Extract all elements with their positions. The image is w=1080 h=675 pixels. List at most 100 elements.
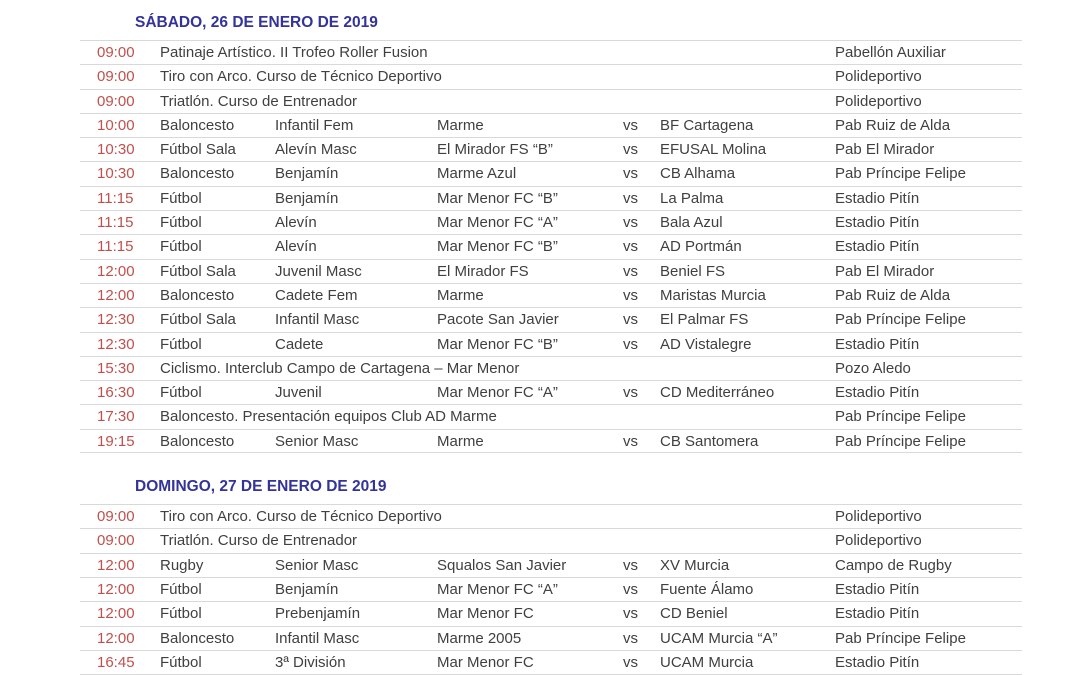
- event-time: 09:00: [97, 92, 135, 110]
- match-sport: Fútbol: [160, 189, 202, 207]
- match-away-team: CB Alhama: [660, 165, 736, 183]
- event-description: Triatlón. Curso de Entrenador: [160, 532, 358, 550]
- match-sport: Baloncesto: [160, 432, 235, 450]
- match-away-team: El Palmar FS: [660, 311, 749, 329]
- match-time: 11:15: [97, 189, 134, 207]
- match-row: 11:15 Fútbol Benjamín Mar Menor FC “B” v…: [80, 185, 1022, 210]
- match-time: 12:00: [97, 629, 135, 647]
- event-time: 15:30: [97, 359, 135, 377]
- event-row: 09:00 Patinaje Artístico. II Trofeo Roll…: [80, 40, 1022, 64]
- match-away-team: Beniel FS: [660, 262, 726, 280]
- match-sport: Fútbol: [160, 238, 202, 256]
- match-category: Alevín Masc: [275, 141, 357, 159]
- match-row: 11:15 Fútbol Alevín Mar Menor FC “B” vs …: [80, 234, 1022, 258]
- match-row: 16:30 Fútbol Juvenil Mar Menor FC “A” vs…: [80, 380, 1022, 404]
- match-away-team: CD Mediterráneo: [660, 384, 775, 402]
- match-vs-label: vs: [623, 432, 638, 450]
- match-vs-label: vs: [623, 384, 638, 402]
- match-away-team: EFUSAL Molina: [660, 141, 767, 159]
- match-home-team: El Mirador FS: [437, 262, 529, 280]
- match-home-team: Mar Menor FC “A”: [437, 580, 558, 598]
- match-venue: Pab Príncipe Felipe: [835, 165, 966, 183]
- match-home-team: Marme: [437, 116, 484, 134]
- match-vs-label: vs: [623, 141, 638, 159]
- match-vs-label: vs: [623, 214, 638, 232]
- match-category: Senior Masc: [275, 432, 359, 450]
- event-venue: Polideportivo: [835, 508, 922, 526]
- match-venue: Estadio Pitín: [835, 384, 920, 402]
- match-away-team: UCAM Murcia “A”: [660, 629, 778, 647]
- event-time: 09:00: [97, 532, 135, 550]
- event-description: Tiro con Arco. Curso de Técnico Deportiv…: [160, 508, 442, 526]
- match-time: 12:30: [97, 311, 135, 329]
- match-vs-label: vs: [623, 580, 638, 598]
- match-vs-label: vs: [623, 238, 638, 256]
- match-sport: Fútbol Sala: [160, 141, 236, 159]
- match-home-team: Mar Menor FC “A”: [437, 214, 558, 232]
- event-description: Triatlón. Curso de Entrenador: [160, 92, 358, 110]
- match-venue: Estadio Pitín: [835, 580, 920, 598]
- match-category: Juvenil Masc: [275, 262, 362, 280]
- match-row: 12:00 Baloncesto Cadete Fem Marme vs Mar…: [80, 282, 1022, 307]
- event-row: 09:00 Triatlón. Curso de Entrenador Poli…: [80, 528, 1022, 552]
- event-venue: Pab Príncipe Felipe: [835, 408, 966, 426]
- match-away-team: UCAM Murcia: [660, 653, 754, 671]
- match-away-team: AD Portmán: [660, 238, 742, 256]
- match-away-team: BF Cartagena: [660, 116, 754, 134]
- match-category: Infantil Masc: [275, 311, 360, 329]
- match-category: Alevín: [275, 238, 317, 256]
- match-time: 19:15: [97, 432, 135, 450]
- match-time: 16:45: [97, 653, 135, 671]
- match-vs-label: vs: [623, 165, 638, 183]
- section-date-title: DOMINGO, 27 DE ENERO DE 2019: [135, 478, 387, 496]
- match-away-team: La Palma: [660, 189, 724, 207]
- match-home-team: Mar Menor FC “B”: [437, 189, 558, 207]
- match-sport: Baloncesto: [160, 165, 235, 183]
- match-category: Cadete Fem: [275, 286, 358, 304]
- match-time: 12:00: [97, 286, 135, 304]
- match-home-team: El Mirador FS “B”: [437, 141, 553, 159]
- schedule-section: SÁBADO, 26 DE ENERO DE 2019 09:00 Patina…: [0, 13, 1080, 454]
- match-sport: Rugby: [160, 556, 204, 574]
- match-venue: Pab Ruiz de Alda: [835, 116, 951, 134]
- match-time: 12:00: [97, 580, 135, 598]
- match-venue: Campo de Rugby: [835, 556, 952, 574]
- match-category: Alevín: [275, 214, 317, 232]
- match-vs-label: vs: [623, 189, 638, 207]
- match-vs-label: vs: [623, 629, 638, 647]
- match-row: 12:00 Fútbol Prebenjamín Mar Menor FC vs…: [80, 601, 1022, 625]
- match-row: 12:00 Rugby Senior Masc Squalos San Javi…: [80, 552, 1022, 577]
- match-sport: Fútbol: [160, 335, 202, 353]
- match-sport: Baloncesto: [160, 629, 235, 647]
- match-home-team: Marme 2005: [437, 629, 522, 647]
- match-home-team: Marme: [437, 286, 484, 304]
- match-time: 12:30: [97, 335, 135, 353]
- match-home-team: Marme: [437, 432, 484, 450]
- match-row: 12:00 Fútbol Benjamín Mar Menor FC “A” v…: [80, 576, 1022, 601]
- match-category: 3ª División: [275, 653, 346, 671]
- event-venue: Pozo Aledo: [835, 359, 911, 377]
- match-category: Infantil Fem: [275, 116, 354, 134]
- match-vs-label: vs: [623, 605, 638, 623]
- match-home-team: Mar Menor FC: [437, 653, 534, 671]
- match-away-team: CD Beniel: [660, 605, 728, 623]
- match-sport: Fútbol: [160, 214, 202, 232]
- match-vs-label: vs: [623, 556, 638, 574]
- match-time: 10:30: [97, 141, 135, 159]
- match-row: 12:00 Fútbol Sala Juvenil Masc El Mirado…: [80, 258, 1022, 283]
- match-time: 12:00: [97, 262, 135, 280]
- match-sport: Fútbol: [160, 384, 202, 402]
- match-category: Benjamín: [275, 189, 339, 207]
- event-time: 09:00: [97, 44, 135, 61]
- section-date-title: SÁBADO, 26 DE ENERO DE 2019: [135, 14, 378, 31]
- match-home-team: Squalos San Javier: [437, 556, 567, 574]
- match-category: Benjamín: [275, 165, 339, 183]
- match-vs-label: vs: [623, 116, 638, 134]
- match-row: 12:30 Fútbol Sala Infantil Masc Pacote S…: [80, 307, 1022, 331]
- schedule-section: DOMINGO, 27 DE ENERO DE 2019 09:00 Tiro …: [0, 477, 1080, 675]
- match-vs-label: vs: [623, 286, 638, 304]
- match-venue: Estadio Pitín: [835, 653, 920, 671]
- match-row: 12:00 Baloncesto Infantil Masc Marme 200…: [80, 625, 1022, 650]
- match-away-team: XV Murcia: [660, 556, 730, 574]
